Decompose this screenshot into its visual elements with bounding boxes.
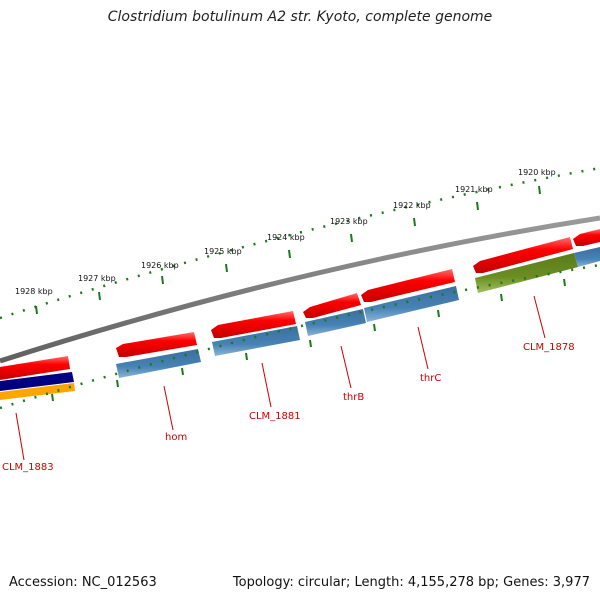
gene-label-clm-1883: CLM_1883 xyxy=(2,462,54,473)
track-segment-thrb xyxy=(305,309,366,336)
callout-line-clm-1883 xyxy=(15,412,25,461)
callout-line-clm-1881 xyxy=(261,362,272,408)
kbp-label-1923: 1923 kbp xyxy=(330,217,368,226)
track-segment-orange xyxy=(0,383,75,400)
inner-major-tick-1 xyxy=(51,393,54,402)
kbp-label-1928: 1928 kbp xyxy=(15,287,53,296)
track-segment-thrc xyxy=(364,286,459,322)
callout-line-thrc xyxy=(417,326,429,370)
callout-line-hom xyxy=(163,385,174,431)
major-tick-1928 xyxy=(35,305,38,315)
cds-arrow-thrc xyxy=(361,269,455,302)
gene-label-hom: hom xyxy=(165,432,187,443)
kbp-label-1920: 1920 kbp xyxy=(518,168,556,177)
cds-arrow-clm-1883 xyxy=(0,356,70,380)
inner-major-tick-4 xyxy=(245,352,248,361)
callout-line-clm-1878 xyxy=(533,295,546,339)
inner-major-tick-8 xyxy=(500,293,503,302)
forward-cds-track xyxy=(0,229,600,380)
gene-label-thrc: thrC xyxy=(420,373,441,384)
track-segment-navy xyxy=(0,372,74,391)
kbp-label-1925: 1925 kbp xyxy=(204,247,242,256)
inner-scale-ruler xyxy=(0,263,600,410)
kbp-label-1924: 1924 kbp xyxy=(267,233,305,242)
major-tick-1923 xyxy=(350,233,353,243)
cds-arrow-hom xyxy=(116,332,197,357)
callout-line-thrb xyxy=(340,345,352,389)
inner-major-tick-2 xyxy=(116,379,119,388)
track-segment-next xyxy=(574,247,600,267)
major-tick-1920 xyxy=(538,185,541,195)
track-segment-hom xyxy=(116,349,201,378)
kbp-label-1927: 1927 kbp xyxy=(78,274,116,283)
kbp-label-1922: 1922 kbp xyxy=(393,201,431,210)
outer-ruler-dots xyxy=(0,166,600,320)
gene-label-thrb: thrB xyxy=(343,392,364,403)
gene-label-clm-1878: CLM_1878 xyxy=(523,342,575,353)
kbp-label-1921: 1921 kbp xyxy=(455,185,493,194)
cds-arrow-clm-1878 xyxy=(473,237,573,273)
feature-track-2 xyxy=(0,247,600,400)
gene-callouts: CLM_1883 hom CLM_1881 thrB thrC CLM_1878 xyxy=(2,295,575,473)
inner-major-tick-7 xyxy=(437,309,440,318)
cds-arrow-clm-1881 xyxy=(211,311,296,338)
inner-major-tick-9 xyxy=(563,278,566,287)
major-tick-1926 xyxy=(161,275,164,285)
inner-major-tick-3 xyxy=(181,367,184,376)
track-segment-clm-1881 xyxy=(212,326,300,356)
major-tick-1921 xyxy=(476,201,479,211)
genome-summary: Topology: circular; Length: 4,155,278 bp… xyxy=(232,575,590,590)
major-tick-1927 xyxy=(98,291,101,301)
inner-major-tick-5 xyxy=(309,339,312,348)
cds-arrow-thrb xyxy=(303,293,361,318)
kbp-label-1926: 1926 kbp xyxy=(141,261,179,270)
inner-major-tick-6 xyxy=(373,323,376,332)
major-tick-1925 xyxy=(225,263,228,273)
genome-backbone xyxy=(0,215,600,364)
accession-label: Accession: NC_012563 xyxy=(9,575,157,590)
major-tick-1924 xyxy=(288,249,291,259)
outer-scale-ruler: 1928 kbp 1927 kbp 1926 kbp 1925 kbp 1924… xyxy=(0,166,600,320)
cds-arrow-next xyxy=(573,229,600,246)
major-tick-1922 xyxy=(413,217,416,227)
gene-label-clm-1881: CLM_1881 xyxy=(249,411,301,422)
map-title: Clostridium botulinum A2 str. Kyoto, com… xyxy=(107,9,493,25)
inner-ruler-dots xyxy=(0,263,600,410)
